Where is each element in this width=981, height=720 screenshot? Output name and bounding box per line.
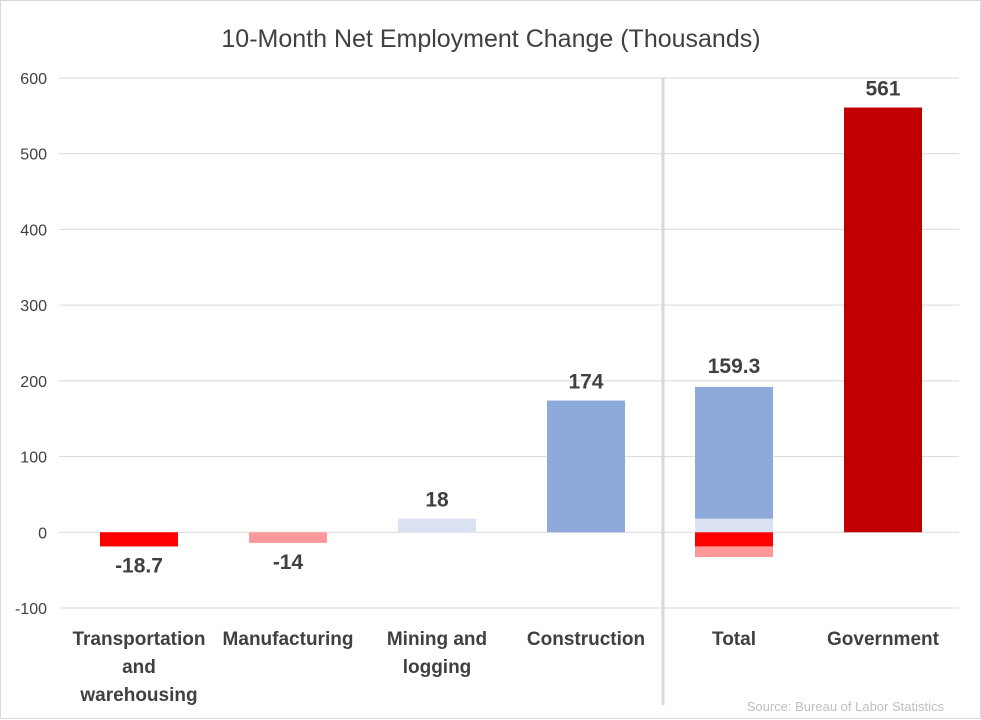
x-label-government: Government: [827, 629, 940, 650]
y-tick-label: 300: [20, 298, 47, 315]
y-tick-label: 500: [20, 147, 47, 164]
bar-mining-and-logging: [398, 518, 476, 533]
data-label-government: 561: [865, 78, 900, 101]
y-axis-tick-labels: 600 500 400 300 200 100 0 -100: [15, 71, 47, 618]
x-label-manufacturing: Manufacturing: [223, 629, 354, 650]
x-label-transportation-and-warehousing: Transportation and warehousing: [72, 629, 205, 706]
data-label-transportation-and-warehousing: -18.7: [115, 554, 163, 577]
bar-total-mining-and-logging: [695, 518, 773, 533]
source-annotation: Source: Bureau of Labor Statistics: [747, 699, 945, 714]
y-tick-label: 0: [38, 525, 47, 542]
y-tick-label: 400: [20, 222, 47, 239]
y-tick-label: 600: [20, 71, 47, 88]
x-label-mining-and-logging: Mining and logging: [387, 629, 487, 678]
bar-transportation-and-warehousing: [100, 532, 178, 547]
data-label-total: 159.3: [708, 355, 761, 378]
bar-government: [844, 107, 922, 533]
y-tick-label: 200: [20, 374, 47, 391]
data-label-mining-and-logging: 18: [425, 489, 449, 512]
y-tick-label: 100: [20, 450, 47, 467]
x-label-construction: Construction: [527, 629, 645, 650]
bar-construction: [547, 400, 625, 533]
y-tick-label: -100: [15, 601, 47, 618]
x-axis-category-labels: Transportation and warehousing Manufacturin…: [72, 629, 939, 706]
bars: [100, 107, 922, 558]
chart-title: 10-Month Net Employment Change (Thousand…: [221, 25, 760, 53]
bar-total-manufacturing: [695, 546, 773, 558]
data-label-construction: 174: [568, 371, 603, 394]
bar-total-transportation-and-warehousing: [695, 532, 773, 547]
x-label-total: Total: [712, 629, 756, 650]
data-label-manufacturing: -14: [273, 551, 304, 574]
gridlines: [59, 77, 959, 609]
data-labels: -18.7 -14 18 174 159.3 561: [115, 78, 901, 578]
bar-total-construction: [695, 386, 773, 519]
bar-manufacturing: [249, 532, 327, 543]
